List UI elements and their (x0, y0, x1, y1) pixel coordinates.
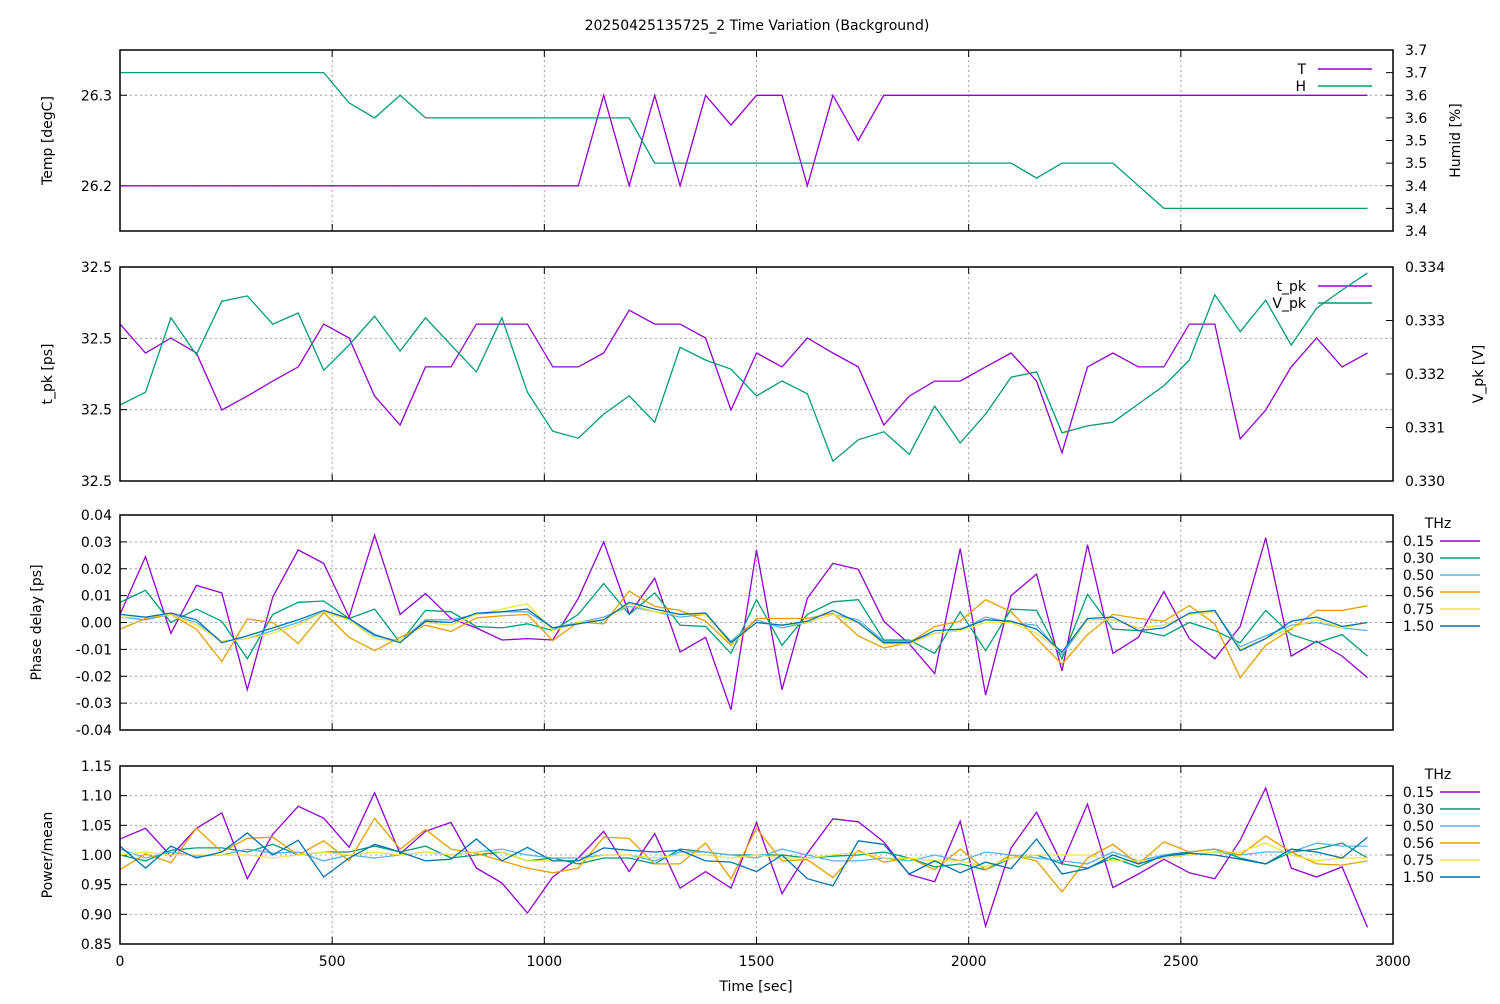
legend-label: 0.75 (1403, 602, 1434, 618)
y-tick-label: 0.00 (81, 616, 112, 632)
legend-label: 0.30 (1403, 802, 1434, 818)
series-line-0.56 (119, 817, 1368, 893)
y-tick-label: 32.5 (81, 474, 112, 490)
legend-label: 1.50 (1403, 870, 1434, 886)
plot-frame (119, 266, 1394, 482)
legend-label: 0.15 (1403, 534, 1434, 550)
x-tick-label: 2000 (951, 954, 987, 970)
y-tick-label: 1.15 (81, 759, 112, 775)
x-tick-label: 1500 (739, 954, 775, 970)
y2-tick-label: 3.4 (1405, 224, 1427, 240)
y-tick-label: 26.3 (81, 88, 112, 104)
y-tick-label: -0.03 (76, 696, 112, 712)
y-tick-label: -0.04 (76, 723, 112, 739)
legend-label: 0.75 (1403, 853, 1434, 869)
y-tick-label: 32.5 (81, 331, 112, 347)
legend-label: 0.56 (1403, 585, 1434, 601)
y2-tick-label: 0.334 (1405, 260, 1445, 276)
legend-label: H (1295, 79, 1306, 95)
y2-tick-label: 3.4 (1405, 201, 1427, 217)
legend-label: 0.56 (1403, 836, 1434, 852)
y-tick-label: 32.5 (81, 260, 112, 276)
y2-tick-label: 3.5 (1405, 156, 1427, 172)
series-line-V_pk (119, 272, 1368, 463)
plot-frame (119, 514, 1394, 731)
plot-frame (119, 765, 1394, 945)
y2-tick-label: 3.7 (1405, 43, 1427, 59)
y-tick-label: 0.85 (81, 937, 112, 953)
series-line-t_pk (119, 309, 1368, 455)
y2-axis-label: V_pk [V] (1471, 345, 1487, 404)
y-tick-label: 0.95 (81, 878, 112, 894)
series-line-0.56 (119, 590, 1368, 679)
y2-tick-label: 0.330 (1405, 474, 1445, 490)
legend-label: t_pk (1277, 279, 1307, 295)
series-line-T (120, 92, 1368, 189)
y-tick-label: 0.90 (81, 907, 112, 923)
y-tick-label: 1.00 (81, 848, 112, 864)
x-axis-label: Time [sec] (718, 979, 792, 995)
legend-label: 0.50 (1403, 568, 1434, 584)
plot-frame (119, 49, 1394, 232)
x-tick-label: 0 (116, 954, 125, 970)
y-tick-label: -0.01 (76, 642, 112, 658)
y2-tick-label: 0.331 (1405, 421, 1445, 437)
legend-label: 0.15 (1403, 785, 1434, 801)
y2-tick-label: 3.4 (1405, 179, 1427, 195)
panel-1: 26.2 26.3 3.4 3.4 3.4 3.5 3.5 3.6 3.6 3.7 3.7 TH Tem… (40, 43, 1464, 240)
x-tick-label: 2500 (1163, 954, 1199, 970)
y-tick-label: 0.03 (81, 535, 112, 551)
y-tick-label: 0.04 (81, 508, 112, 524)
y-tick-label: 1.05 (81, 818, 112, 834)
y2-tick-label: 0.332 (1405, 367, 1445, 383)
series-line-0.75 (119, 842, 1368, 868)
legend-title: THz (1424, 767, 1451, 783)
y2-tick-label: 3.7 (1405, 66, 1427, 82)
y2-tick-label: 0.333 (1405, 314, 1445, 330)
y2-tick-label: 3.5 (1405, 134, 1427, 150)
chart-title: 20250425135725_2 Time Variation (Backgro… (585, 18, 930, 34)
y-tick-label: 0.01 (81, 589, 112, 605)
series-line-1.50 (119, 832, 1368, 887)
y-tick-label: -0.02 (76, 669, 112, 685)
panel-4: 0.85 0.90 0.95 1.00 1.05 1.10 1.15 0.150.300.50… (40, 759, 1480, 970)
series-line-H (120, 71, 1368, 210)
legend-label: 0.50 (1403, 819, 1434, 835)
y-axis-label: Power/mean (40, 812, 56, 899)
y-tick-label: 32.5 (81, 403, 112, 419)
series-line-1.50 (119, 601, 1368, 654)
y2-axis-label: Humid [%] (1448, 103, 1464, 178)
y-tick-label: 26.2 (81, 179, 112, 195)
y2-tick-label: 3.6 (1405, 88, 1427, 104)
y-axis-label: Phase delay [ps] (29, 564, 45, 680)
series-line-0.30 (119, 582, 1368, 661)
legend-label: 1.50 (1403, 619, 1434, 635)
x-tick-label: 500 (319, 954, 346, 970)
legend-label: T (1296, 62, 1306, 78)
panel-3: -0.04 -0.03 -0.02 -0.01 0.00 0.01 0.02 0.03 0.04… (29, 508, 1480, 739)
y-axis-label: t_pk [ps] (40, 343, 56, 404)
legend-title: THz (1424, 516, 1451, 532)
y-tick-label: 1.10 (81, 789, 112, 805)
x-tick-label: 3000 (1375, 954, 1411, 970)
legend-label: V_pk (1272, 296, 1306, 312)
x-tick-label: 1000 (527, 954, 563, 970)
legend-label: 0.30 (1403, 551, 1434, 567)
y-axis-label: Temp [degC] (40, 96, 56, 186)
panel-2: 32.5 32.5 32.5 32.5 0.330 0.331 0.332 0.333 0.33… (40, 260, 1487, 490)
y-tick-label: 0.02 (81, 562, 112, 578)
y2-tick-label: 3.6 (1405, 111, 1427, 127)
